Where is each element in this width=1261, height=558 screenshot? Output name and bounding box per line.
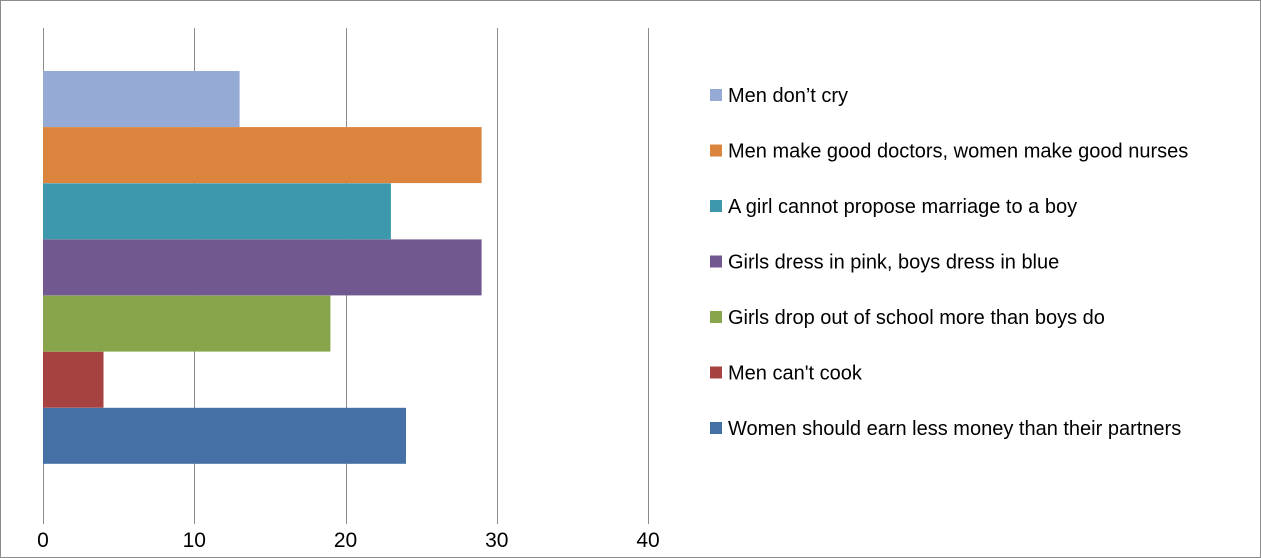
legend-label: Women should earn less money than their …	[728, 418, 1181, 440]
x-axis-ticks: 0 10 20 30 40	[37, 529, 660, 552]
x-tick-label: 0	[37, 529, 49, 552]
legend-swatch	[710, 311, 722, 323]
legend-label: Men make good doctors, women make good n…	[728, 141, 1188, 163]
legend-swatch	[710, 255, 722, 268]
x-tick-label: 30	[485, 529, 508, 552]
legend-label: A girl cannot propose marriage to a boy	[728, 196, 1077, 218]
bars	[43, 71, 482, 464]
x-tick-label: 10	[183, 529, 206, 552]
x-tick-label: 20	[334, 529, 357, 552]
bar	[43, 183, 391, 240]
legend-swatch	[710, 200, 722, 212]
legend-label: Girls dress in pink, boys dress in blue	[728, 252, 1059, 274]
legend: Men don’t cry Men make good doctors, wome…	[710, 85, 1188, 440]
legend-swatch	[710, 89, 722, 101]
legend-swatch	[710, 144, 722, 157]
legend-label: Men don’t cry	[728, 85, 848, 107]
legend-label: Men can't cook	[728, 363, 863, 385]
bar	[43, 71, 240, 127]
legend-swatch	[710, 366, 722, 379]
bar	[43, 407, 406, 464]
bar	[43, 351, 104, 408]
bar	[43, 127, 482, 184]
legend-swatch	[710, 422, 722, 434]
bar	[43, 295, 331, 352]
x-tick-label: 40	[636, 529, 659, 552]
bar	[43, 239, 482, 296]
legend-label: Girls drop out of school more than boys …	[728, 307, 1105, 329]
